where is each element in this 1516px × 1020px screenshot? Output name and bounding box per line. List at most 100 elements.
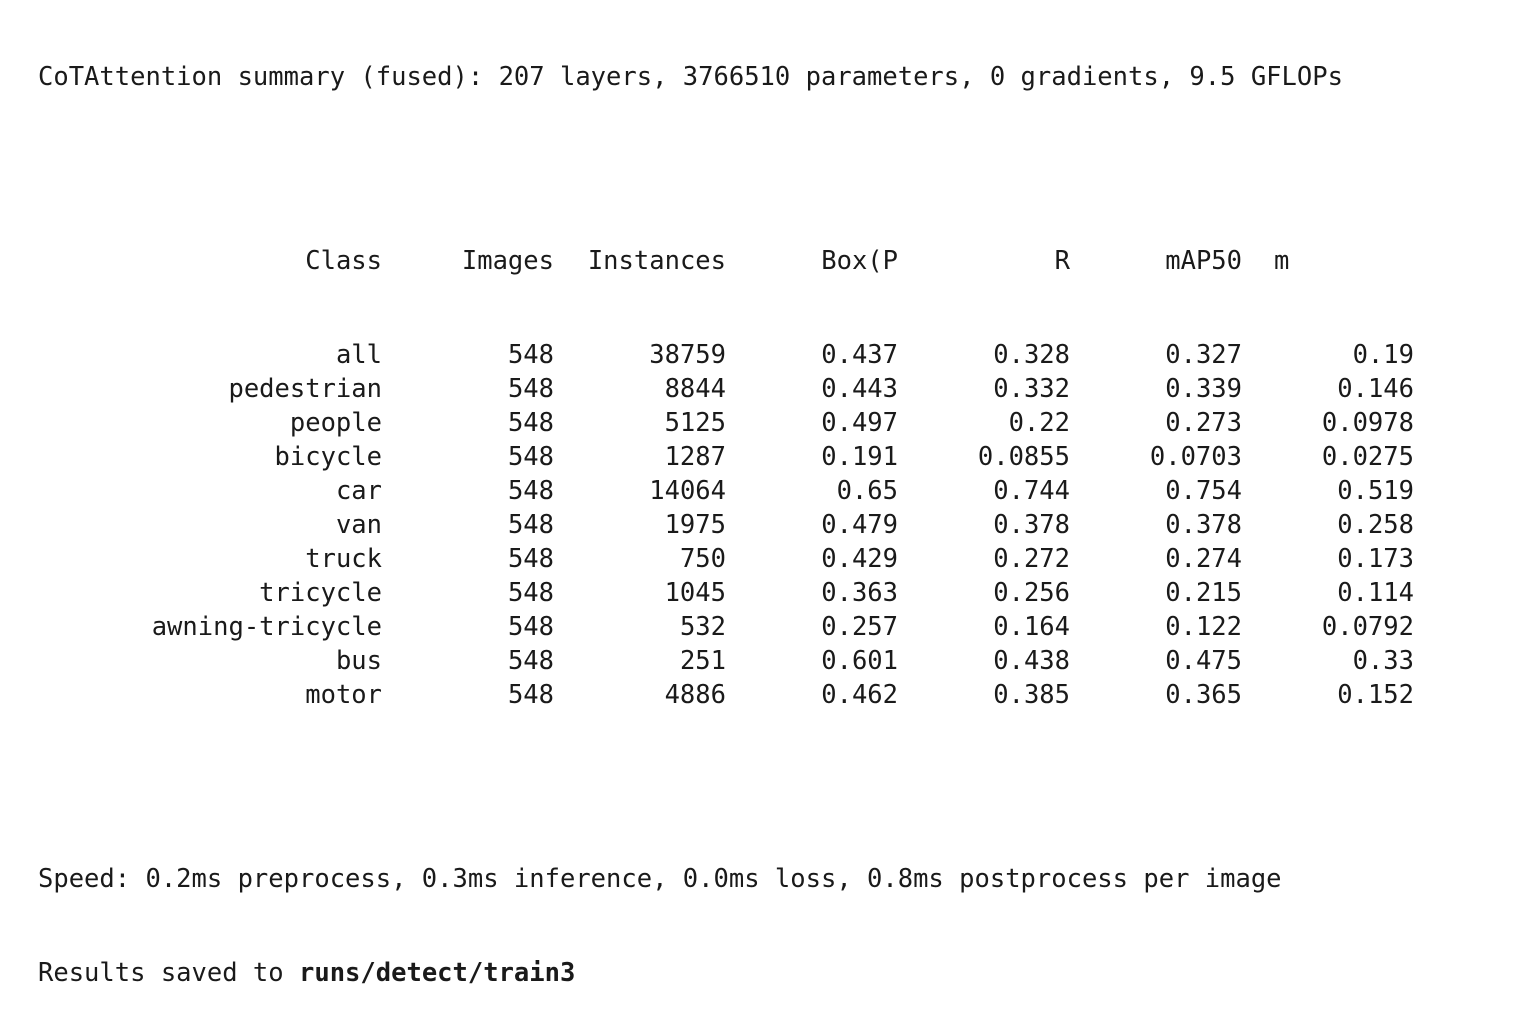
cell-map: 0.258 bbox=[1337, 510, 1414, 540]
cell-recall: 0.256 bbox=[993, 578, 1070, 608]
cell-class: van bbox=[335, 510, 382, 540]
cell-class: all bbox=[335, 340, 382, 370]
table-body: all 548 38759 0.437 0.328 0.327 0.19 pedestrian… bbox=[38, 338, 1414, 712]
cell-images: 548 bbox=[507, 408, 554, 438]
cell-class: pedestrian bbox=[228, 374, 382, 404]
cell-map50: 0.273 bbox=[1165, 408, 1242, 438]
cell-class: tricycle bbox=[259, 578, 382, 608]
cell-images: 548 bbox=[507, 578, 554, 608]
cell-map50: 0.0703 bbox=[1149, 442, 1242, 472]
table-row: van 548 1975 0.479 0.378 0.378 0.258 bbox=[38, 508, 1414, 542]
cell-images: 548 bbox=[507, 442, 554, 472]
cell-class: awning-tricycle bbox=[151, 612, 382, 642]
cell-map: 0.173 bbox=[1337, 544, 1414, 574]
header-class: Class bbox=[305, 246, 382, 276]
cell-recall: 0.438 bbox=[993, 646, 1070, 676]
cell-instances: 4886 bbox=[664, 680, 726, 710]
cell-images: 548 bbox=[507, 510, 554, 540]
cell-map50: 0.327 bbox=[1165, 340, 1242, 370]
cell-recall: 0.0855 bbox=[977, 442, 1070, 472]
cell-instances: 251 bbox=[679, 646, 726, 676]
cell-recall: 0.332 bbox=[993, 374, 1070, 404]
cell-recall: 0.272 bbox=[993, 544, 1070, 574]
cell-map: 0.0792 bbox=[1321, 612, 1414, 642]
header-map50: mAP50 bbox=[1165, 246, 1242, 276]
cell-instances: 532 bbox=[679, 612, 726, 642]
cell-map: 0.152 bbox=[1337, 680, 1414, 710]
cell-precision: 0.363 bbox=[821, 578, 898, 608]
cell-precision: 0.257 bbox=[821, 612, 898, 642]
cell-map50: 0.274 bbox=[1165, 544, 1242, 574]
cell-recall: 0.378 bbox=[993, 510, 1070, 540]
metrics-table: Class Images Instances Box(P R mAP50 m a… bbox=[38, 184, 1414, 772]
cell-map: 0.146 bbox=[1337, 374, 1414, 404]
cell-instances: 38759 bbox=[649, 340, 726, 370]
cell-map: 0.0275 bbox=[1321, 442, 1414, 472]
cell-map: 0.19 bbox=[1352, 340, 1414, 370]
table-row: truck 548 750 0.429 0.272 0.274 0.173 bbox=[38, 542, 1414, 576]
table-row: awning-tricycle 548 532 0.257 0.164 0.122 0.07… bbox=[38, 610, 1414, 644]
cell-recall: 0.744 bbox=[993, 476, 1070, 506]
cell-map: 0.33 bbox=[1352, 646, 1414, 676]
cell-recall: 0.22 bbox=[1008, 408, 1070, 438]
cell-precision: 0.65 bbox=[836, 476, 898, 506]
cell-map50: 0.365 bbox=[1165, 680, 1242, 710]
cell-map50: 0.754 bbox=[1165, 476, 1242, 506]
cell-precision: 0.497 bbox=[821, 408, 898, 438]
cell-precision: 0.191 bbox=[821, 442, 898, 472]
cell-map50: 0.339 bbox=[1165, 374, 1242, 404]
cell-map: 0.114 bbox=[1337, 578, 1414, 608]
header-box-p: Box(P bbox=[821, 246, 898, 276]
cell-class: motor bbox=[305, 680, 382, 710]
table-row: tricycle 548 1045 0.363 0.256 0.215 0.114 bbox=[38, 576, 1414, 610]
cell-map: 0.519 bbox=[1337, 476, 1414, 506]
table-row: all 548 38759 0.437 0.328 0.327 0.19 bbox=[38, 338, 1414, 372]
table-header-row: Class Images Instances Box(P R mAP50 m bbox=[38, 244, 1343, 278]
cell-class: car bbox=[335, 476, 382, 506]
results-prefix: Results saved to bbox=[38, 958, 299, 988]
cell-instances: 8844 bbox=[664, 374, 726, 404]
header-instances: Instances bbox=[587, 246, 726, 276]
cell-instances: 750 bbox=[679, 544, 726, 574]
speed-line: Speed: 0.2ms preprocess, 0.3ms inference… bbox=[38, 864, 1282, 894]
cell-class: bus bbox=[335, 646, 382, 676]
cell-precision: 0.437 bbox=[821, 340, 898, 370]
cell-instances: 1975 bbox=[664, 510, 726, 540]
cell-instances: 1045 bbox=[664, 578, 726, 608]
cell-recall: 0.164 bbox=[993, 612, 1070, 642]
table-row: people 548 5125 0.497 0.22 0.273 0.0978 bbox=[38, 406, 1414, 440]
cell-images: 548 bbox=[507, 476, 554, 506]
terminal-output: CoTAttention summary (fused): 207 layers… bbox=[38, 0, 1414, 1020]
cell-images: 548 bbox=[507, 612, 554, 642]
model-summary-line: CoTAttention summary (fused): 207 layers… bbox=[38, 62, 1343, 92]
table-row: bicycle 548 1287 0.191 0.0855 0.0703 0.0275 bbox=[38, 440, 1414, 474]
cell-map50: 0.122 bbox=[1165, 612, 1242, 642]
cell-images: 548 bbox=[507, 646, 554, 676]
results-path: runs/detect/train3 bbox=[299, 958, 576, 988]
cell-precision: 0.479 bbox=[821, 510, 898, 540]
cell-images: 548 bbox=[507, 340, 554, 370]
cell-map50: 0.215 bbox=[1165, 578, 1242, 608]
header-map: m bbox=[1274, 246, 1290, 276]
table-row: bus 548 251 0.601 0.438 0.475 0.33 bbox=[38, 644, 1414, 678]
results-line: Results saved to runs/detect/train3 bbox=[38, 956, 1343, 990]
cell-map50: 0.378 bbox=[1165, 510, 1242, 540]
cell-recall: 0.328 bbox=[993, 340, 1070, 370]
cell-class: bicycle bbox=[274, 442, 382, 472]
cell-map50: 0.475 bbox=[1165, 646, 1242, 676]
cell-images: 548 bbox=[507, 680, 554, 710]
header-r: R bbox=[1054, 246, 1070, 276]
cell-recall: 0.385 bbox=[993, 680, 1070, 710]
cell-precision: 0.601 bbox=[821, 646, 898, 676]
table-row: car 548 14064 0.65 0.744 0.754 0.519 bbox=[38, 474, 1414, 508]
table-row: pedestrian 548 8844 0.443 0.332 0.339 0.146 bbox=[38, 372, 1414, 406]
header-images: Images bbox=[461, 246, 554, 276]
cell-instances: 5125 bbox=[664, 408, 726, 438]
cell-images: 548 bbox=[507, 544, 554, 574]
cell-precision: 0.429 bbox=[821, 544, 898, 574]
cell-instances: 14064 bbox=[649, 476, 726, 506]
cell-instances: 1287 bbox=[664, 442, 726, 472]
cell-images: 548 bbox=[507, 374, 554, 404]
cell-precision: 0.443 bbox=[821, 374, 898, 404]
table-row: motor 548 4886 0.462 0.385 0.365 0.152 bbox=[38, 678, 1414, 712]
